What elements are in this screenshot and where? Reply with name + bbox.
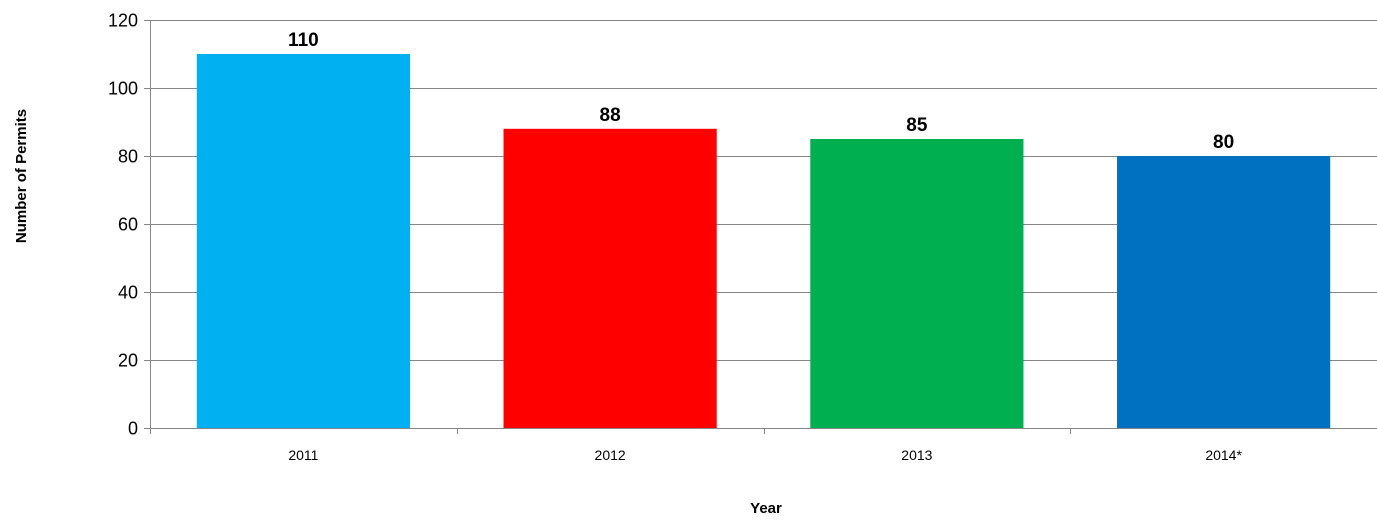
data-label: 110 xyxy=(288,30,319,51)
bar-2013 xyxy=(810,139,1024,428)
y-tick-label: 0 xyxy=(128,419,138,439)
y-tick-label: 40 xyxy=(118,283,138,303)
bar-2014 xyxy=(1117,156,1331,428)
bars xyxy=(196,54,1331,429)
bar-2012 xyxy=(503,128,717,429)
y-tick-label: 80 xyxy=(118,147,138,167)
x-tick-label: 2013 xyxy=(901,447,932,463)
axes xyxy=(144,20,1377,434)
y-tick-label: 120 xyxy=(108,11,138,31)
y-tick-label: 60 xyxy=(118,215,138,235)
data-label: 85 xyxy=(906,115,928,136)
x-tick-label: 2014* xyxy=(1205,447,1242,463)
y-axis-title: Number of Permits xyxy=(13,109,30,243)
data-label: 88 xyxy=(600,105,621,126)
labels: 0 20 40 60 80 100 120 110 2011 88 2012 85 2013 80 2014… xyxy=(108,11,1243,464)
x-axis-title: Year xyxy=(750,500,782,517)
y-tick-label: 100 xyxy=(108,79,138,99)
bar-2011 xyxy=(196,54,410,428)
y-tick-label: 20 xyxy=(118,351,138,371)
x-tick-label: 2011 xyxy=(288,447,318,463)
x-tick-label: 2012 xyxy=(595,447,626,463)
data-label: 80 xyxy=(1213,132,1234,153)
